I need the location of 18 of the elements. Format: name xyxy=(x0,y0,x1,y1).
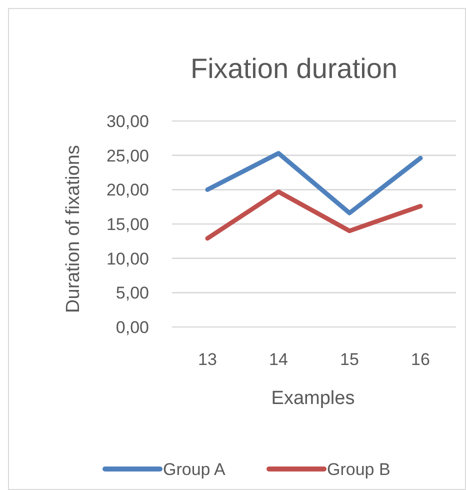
y-tick-label: 0,00 xyxy=(116,318,149,337)
x-tick-label: 13 xyxy=(198,350,217,369)
x-tick-label: 14 xyxy=(269,350,288,369)
y-tick-label: 5,00 xyxy=(116,284,149,303)
chart-title: Fixation duration xyxy=(190,53,398,84)
line-series xyxy=(205,151,423,216)
x-axis-title: Examples xyxy=(271,388,355,409)
y-tick-label: 10,00 xyxy=(106,249,149,268)
x-tick-label: 15 xyxy=(340,350,359,369)
y-tick-label: 20,00 xyxy=(106,180,149,200)
y-tick-label: 15,00 xyxy=(106,214,149,234)
y-axis-title: Duration of fixations xyxy=(63,145,84,313)
line-series xyxy=(205,189,423,241)
legend-label: Group B xyxy=(327,460,390,479)
y-tick-label: 30,00 xyxy=(106,112,149,131)
y-tick-label: 25,00 xyxy=(106,146,149,166)
legend-label: Group A xyxy=(163,460,226,479)
x-tick-label: 16 xyxy=(411,350,430,369)
